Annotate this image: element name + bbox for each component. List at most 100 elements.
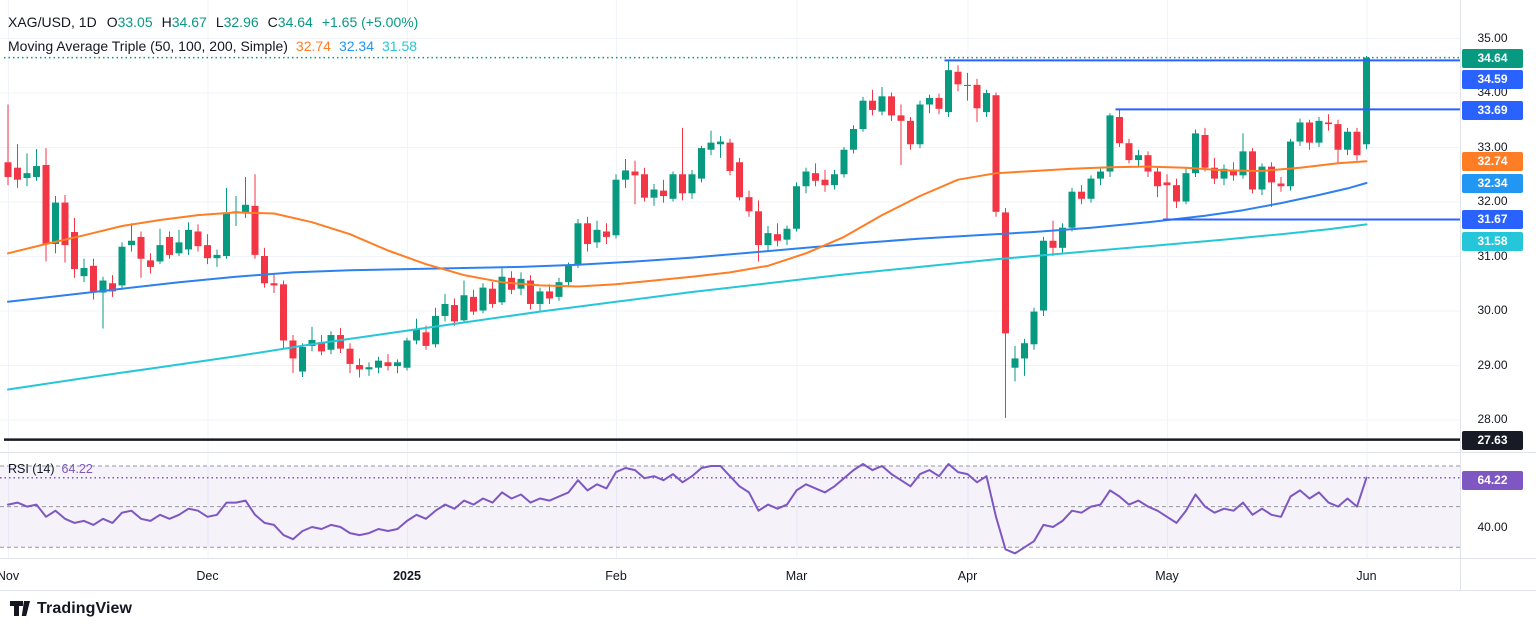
price-axis-label: 29.00 bbox=[1477, 357, 1508, 372]
price-badge: 31.58 bbox=[1462, 231, 1523, 251]
candle-body bbox=[118, 246, 126, 286]
candle-body bbox=[460, 295, 468, 321]
candle-body bbox=[147, 260, 154, 267]
candle-body bbox=[23, 173, 31, 179]
candle-body bbox=[1135, 155, 1142, 161]
price-axis-label: 32.00 bbox=[1477, 194, 1508, 208]
price-badge: 32.74 bbox=[1462, 151, 1523, 171]
candle-body bbox=[1097, 171, 1104, 179]
price-chart-svg[interactable] bbox=[0, 0, 1536, 592]
candle-body bbox=[1078, 191, 1085, 199]
rsi-indicator-legend[interactable]: RSI (14) 64.22 bbox=[8, 462, 93, 476]
candle-body bbox=[470, 296, 477, 312]
candle-body bbox=[1306, 122, 1313, 143]
sma200-line bbox=[7, 223, 1368, 391]
candle-body bbox=[584, 223, 591, 245]
time-axis-label: 2025 bbox=[393, 569, 421, 583]
candle-body bbox=[546, 291, 553, 299]
candle-body bbox=[736, 162, 743, 198]
candle-body bbox=[660, 190, 667, 197]
candle-body bbox=[897, 115, 905, 121]
candle-body bbox=[223, 213, 230, 256]
symbol-title: XAG/USD, 1D bbox=[8, 14, 97, 30]
time-axis-label: Nov bbox=[0, 569, 20, 583]
candle-body bbox=[878, 96, 886, 112]
candle-body bbox=[356, 365, 363, 370]
ma-value: 32.34 bbox=[338, 38, 374, 54]
candle-body bbox=[394, 362, 401, 367]
candle-body bbox=[964, 84, 971, 86]
candle-body bbox=[441, 303, 449, 316]
candle-body bbox=[1116, 117, 1123, 144]
candle-body bbox=[52, 202, 59, 245]
ohlc-value: 34.67 bbox=[171, 14, 207, 30]
candle-body bbox=[973, 84, 981, 109]
candle-body bbox=[565, 265, 572, 283]
candle-body bbox=[793, 186, 800, 229]
candle-body bbox=[869, 100, 876, 110]
candle-body bbox=[840, 149, 848, 175]
candle-body bbox=[194, 231, 202, 247]
candle-body bbox=[1192, 133, 1199, 174]
candle-body bbox=[622, 170, 629, 180]
candle-body bbox=[299, 347, 306, 372]
tradingview-logo[interactable]: TradingView bbox=[10, 599, 132, 618]
price-badge: 64.22 bbox=[1462, 470, 1523, 490]
price-axis-label: 30.00 bbox=[1477, 303, 1508, 317]
candle-body bbox=[90, 265, 97, 293]
ohlc-value: 34.64 bbox=[277, 14, 313, 30]
candle-body bbox=[1230, 169, 1237, 176]
candle-body bbox=[679, 174, 686, 194]
candle-body bbox=[783, 228, 791, 240]
ma-value: 32.74 bbox=[295, 38, 331, 54]
candle-body bbox=[384, 362, 392, 367]
candle-body bbox=[907, 120, 914, 145]
candle-body bbox=[166, 236, 173, 255]
change-value: +1.65 (+5.00%) bbox=[321, 14, 419, 30]
candle-body bbox=[536, 291, 544, 304]
candle-body bbox=[1334, 124, 1342, 150]
price-axis-label: 40.00 bbox=[1477, 519, 1508, 534]
price-axis-label: 33.00 bbox=[1477, 139, 1508, 154]
symbol-legend[interactable]: XAG/USD, 1D O33.05 H34.67 L32.96 C34.64 +1.65… bbox=[8, 14, 418, 30]
candle-body bbox=[1315, 120, 1323, 143]
candle-body bbox=[270, 283, 278, 286]
candle-body bbox=[1059, 227, 1066, 248]
price-axis-label: 31.00 bbox=[1477, 248, 1508, 263]
price-badge: 32.34 bbox=[1462, 173, 1523, 193]
candle-body bbox=[213, 254, 221, 259]
candle-body bbox=[1220, 168, 1228, 179]
candle-body bbox=[4, 162, 12, 177]
candle-body bbox=[631, 171, 639, 176]
candle-body bbox=[1201, 135, 1209, 168]
rsi-line bbox=[7, 463, 1368, 555]
candle-body bbox=[812, 173, 819, 181]
candle-body bbox=[1040, 240, 1047, 311]
price-axis-label: 28.00 bbox=[1477, 412, 1508, 426]
candle-body bbox=[128, 240, 135, 246]
candle-body bbox=[688, 174, 696, 194]
candle-body bbox=[1277, 183, 1285, 187]
ohlc-value: 32.96 bbox=[223, 14, 259, 30]
candle-body bbox=[422, 332, 430, 346]
candle-body bbox=[1030, 311, 1038, 345]
candle-body bbox=[308, 339, 316, 346]
candle-body bbox=[1154, 171, 1161, 187]
candle-body bbox=[479, 287, 487, 311]
time-axis-label: Mar bbox=[785, 569, 808, 583]
rsi-indicator-title: RSI (14) bbox=[8, 462, 55, 476]
candle-body bbox=[1344, 131, 1351, 150]
candle-body bbox=[945, 70, 952, 113]
candle-body bbox=[375, 360, 382, 368]
candle-body bbox=[1068, 191, 1076, 228]
sma100-line bbox=[7, 182, 1368, 303]
ma-indicator-legend[interactable]: Moving Average Triple (50, 100, 200, Sim… bbox=[8, 38, 425, 54]
candle-body bbox=[717, 141, 724, 145]
candle-body bbox=[764, 233, 772, 246]
candle-body bbox=[612, 179, 620, 236]
candle-body bbox=[33, 166, 40, 177]
candle-body bbox=[641, 174, 648, 198]
candle-body bbox=[1106, 115, 1114, 172]
candle-body bbox=[916, 104, 924, 145]
candle-body bbox=[204, 245, 211, 259]
